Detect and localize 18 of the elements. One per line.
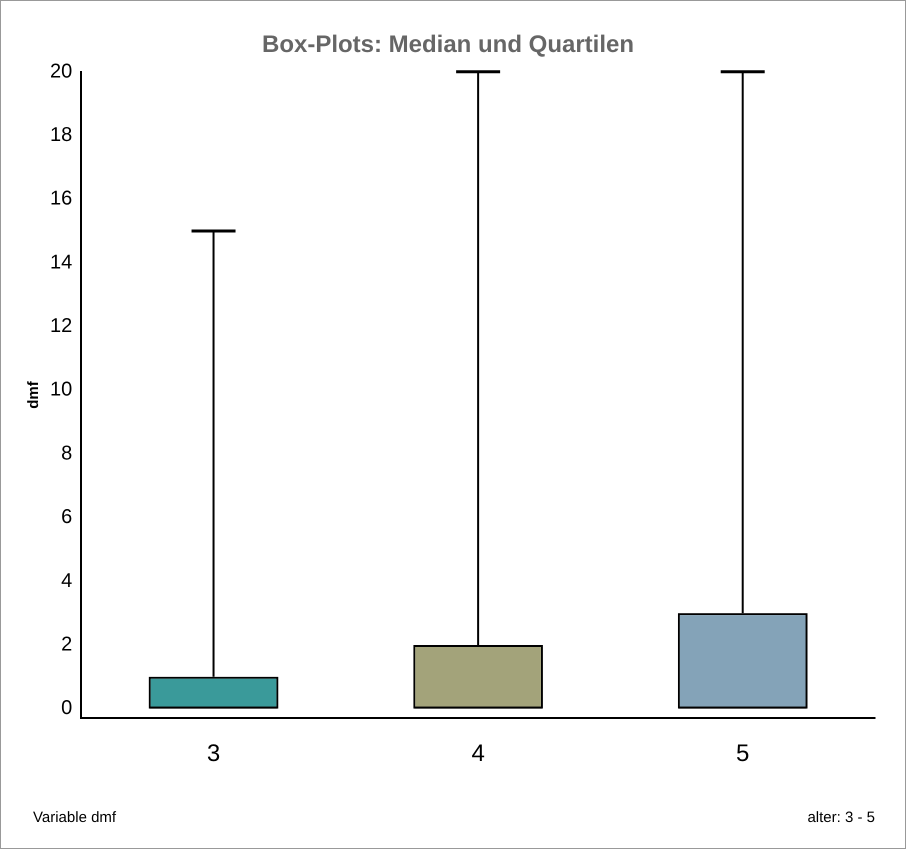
- y-tick-label: 4: [61, 570, 72, 592]
- x-tick-label: 3: [206, 740, 220, 768]
- y-tick-label: 2: [61, 633, 72, 656]
- x-tick-label: 4: [471, 740, 485, 768]
- y-tick-label: 6: [61, 506, 72, 528]
- chart-title: Box-Plots: Median und Quartilen: [262, 31, 634, 58]
- y-tick-label: 20: [50, 60, 72, 82]
- y-axis-title: dmf: [25, 380, 42, 409]
- text: Variable dmf: [33, 809, 116, 826]
- y-tick-label: 8: [61, 442, 72, 464]
- y-tick-label: 10: [50, 378, 72, 401]
- text: alter: 3 - 5: [807, 809, 875, 826]
- y-tick-label: 14: [50, 251, 72, 274]
- y-tick-label: 0: [61, 697, 72, 720]
- y-tick-label: 12: [50, 315, 72, 338]
- y-tick-label: 18: [50, 124, 72, 146]
- y-tick-label: 16: [50, 188, 72, 210]
- x-tick-label: 5: [736, 740, 750, 768]
